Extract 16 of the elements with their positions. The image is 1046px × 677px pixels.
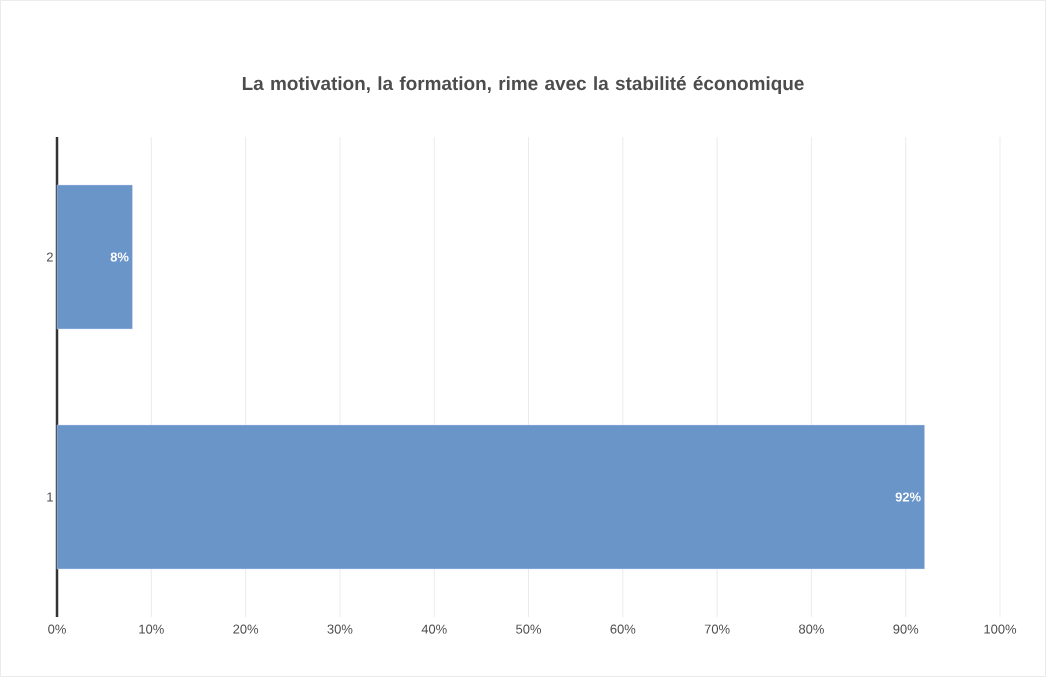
x-tick-label: 100% xyxy=(984,624,1017,634)
data-label: 92% xyxy=(895,492,921,502)
x-tick-label: 10% xyxy=(139,624,164,634)
x-tick-label: 90% xyxy=(893,624,919,634)
chart-title: La motivation, la formation, rime avec la stabilité économique xyxy=(242,76,804,94)
x-tick-label: 0% xyxy=(48,624,66,634)
x-tick-label: 20% xyxy=(233,624,259,634)
y-tick-label: 2 xyxy=(46,252,53,262)
x-tick-label: 40% xyxy=(421,624,447,634)
data-label: 8% xyxy=(110,252,129,262)
x-tick-label: 50% xyxy=(516,624,542,634)
x-tick-label: 30% xyxy=(327,624,353,634)
x-tick-label: 70% xyxy=(704,624,730,634)
x-tick-label: 80% xyxy=(799,624,824,634)
x-tick-label: 60% xyxy=(610,624,636,634)
y-tick-label: 1 xyxy=(47,492,53,502)
